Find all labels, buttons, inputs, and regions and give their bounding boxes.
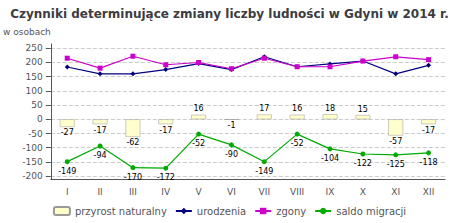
svg-text:-17: -17	[159, 126, 172, 135]
svg-text:-150: -150	[22, 157, 43, 167]
svg-text:urodzenia: urodzenia	[197, 206, 246, 217]
svg-text:-125: -125	[387, 160, 405, 169]
svg-text:18: 18	[325, 104, 335, 113]
svg-text:IV: IV	[161, 187, 171, 197]
svg-text:-17: -17	[422, 126, 435, 135]
svg-text:-118: -118	[419, 158, 437, 167]
svg-text:XI: XI	[391, 187, 400, 197]
svg-text:-170: -170	[124, 173, 142, 182]
svg-text:I: I	[66, 187, 69, 197]
svg-text:-104: -104	[321, 154, 339, 163]
svg-text:-50: -50	[28, 129, 43, 139]
svg-text:-17: -17	[94, 126, 107, 135]
svg-text:X: X	[360, 187, 366, 197]
svg-text:-200: -200	[22, 171, 43, 181]
svg-text:0: 0	[37, 114, 43, 124]
svg-text:17: 17	[259, 104, 269, 113]
svg-text:100: 100	[26, 86, 43, 96]
svg-text:16: 16	[194, 104, 204, 113]
svg-text:-100: -100	[22, 143, 43, 153]
svg-text:-52: -52	[192, 139, 205, 148]
svg-text:-62: -62	[126, 138, 139, 147]
svg-text:Czynniki determinujące zmiany: Czynniki determinujące zmiany liczby lud…	[10, 7, 449, 21]
svg-text:-1: -1	[227, 121, 235, 130]
svg-text:50: 50	[31, 100, 43, 110]
svg-text:VII: VII	[259, 187, 270, 197]
svg-text:-27: -27	[61, 128, 74, 137]
svg-text:V: V	[196, 187, 203, 197]
svg-text:-172: -172	[157, 173, 175, 182]
svg-text:III: III	[129, 187, 137, 197]
svg-text:VIII: VIII	[290, 187, 304, 197]
svg-text:-149: -149	[58, 167, 76, 176]
svg-text:-122: -122	[354, 159, 372, 168]
svg-text:II: II	[97, 187, 102, 197]
svg-text:-52: -52	[291, 139, 304, 148]
svg-text:16: 16	[292, 104, 302, 113]
svg-text:-149: -149	[255, 167, 273, 176]
svg-text:IX: IX	[326, 187, 335, 197]
svg-text:saldo migracji: saldo migracji	[336, 206, 406, 217]
svg-text:-94: -94	[94, 151, 107, 160]
svg-text:VI: VI	[227, 187, 236, 197]
svg-text:250: 250	[26, 43, 43, 53]
svg-text:-57: -57	[389, 137, 402, 146]
svg-text:przyrost naturalny: przyrost naturalny	[75, 206, 167, 217]
svg-text:w osobach: w osobach	[3, 27, 51, 37]
svg-text:-90: -90	[225, 150, 238, 159]
svg-text:15: 15	[358, 105, 368, 114]
svg-text:200: 200	[26, 57, 43, 67]
svg-text:zgony: zgony	[276, 206, 306, 217]
svg-text:XII: XII	[423, 187, 434, 197]
svg-text:150: 150	[26, 72, 43, 82]
